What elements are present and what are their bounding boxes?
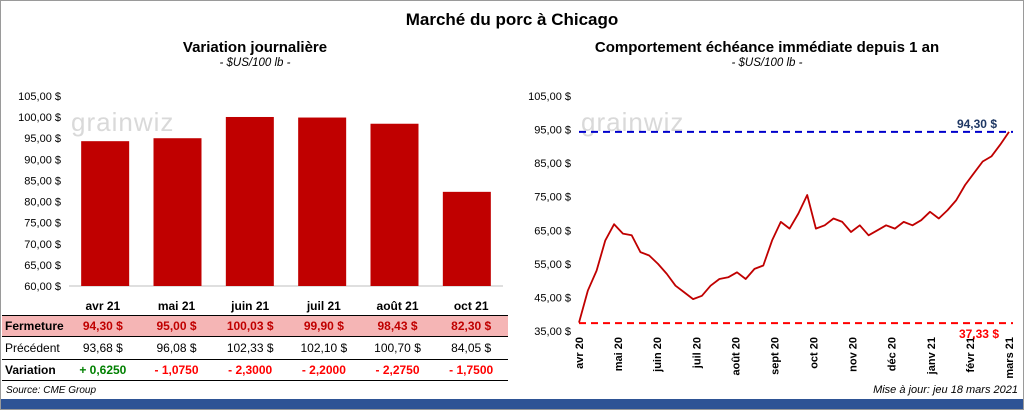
- x-tick-label: nov 20: [848, 337, 860, 372]
- bar-oct-21: [442, 191, 491, 286]
- footer-bar: [1, 399, 1023, 409]
- x-tick-label: sept 20: [769, 337, 781, 375]
- bar-mai-21: [153, 138, 202, 286]
- table-cell: avr 21: [85, 299, 121, 313]
- y-tick-label: 65,00 $: [534, 225, 571, 237]
- y-tick-label: 45,00 $: [534, 292, 571, 304]
- footer: Source: CME Group Mise à jour: jeu 18 ma…: [6, 384, 1018, 396]
- table-row-months: avr 21 mai 21 juin 21 juil 21 août 21 oct 21: [2, 297, 508, 315]
- y-tick-label: 75,00 $: [24, 218, 61, 230]
- table-cell: mai 21: [157, 299, 196, 313]
- line-chart-title: Comportement échéance immédiate depuis 1…: [594, 39, 940, 56]
- y-tick-label: 85,00 $: [24, 175, 61, 187]
- y-tick-label: 60,00 $: [24, 281, 61, 293]
- y-tick-label: 100,00 $: [18, 112, 61, 124]
- daily-variation-panel: Variation journalière - $US/100 lb - gra…: [1, 37, 509, 389]
- x-tick-label: févr 21: [965, 337, 977, 372]
- table-cell: 102,33 $: [226, 341, 274, 355]
- table-row-fermeture: Fermeture 94,30 $ 95,00 $ 100,03 $ 99,90 $ 98…: [2, 315, 508, 337]
- bar-août-21: [370, 123, 419, 286]
- x-tick-label: déc 20: [887, 337, 899, 371]
- low-ref-label: 37,33 $: [958, 327, 999, 341]
- y-tick-label: 95,00 $: [24, 133, 61, 145]
- row-label: Précédent: [5, 341, 60, 355]
- bar-chart: 105,00 $ 100,00 $ 95,00 $ 90,00 $ 85,00 $ 80,…: [18, 91, 503, 293]
- table-cell: - 2,3000: [228, 363, 273, 377]
- table-cell: 98,43 $: [377, 319, 418, 333]
- bar-juin-21: [225, 116, 274, 287]
- y-tick-label: 75,00 $: [534, 192, 571, 204]
- high-ref-label: 94,30 $: [956, 117, 997, 131]
- table-cell: 82,30 $: [451, 319, 492, 333]
- x-tick-label: août 20: [730, 337, 742, 376]
- x-tick-label: juin 20: [652, 337, 664, 373]
- table-cell: juil 21: [306, 299, 341, 313]
- price-line: [578, 131, 1010, 323]
- x-tick-label: mai 20: [613, 337, 625, 371]
- table-cell: juin 21: [231, 299, 270, 313]
- x-tick-label: mars 21: [1004, 337, 1016, 379]
- summary-table: avr 21 mai 21 juin 21 juil 21 août 21 oct 21 F…: [2, 297, 508, 381]
- source-note: Source: CME Group: [6, 385, 97, 396]
- table-cell: 100,03 $: [226, 319, 274, 333]
- table-cell: 93,68 $: [82, 341, 123, 355]
- table-cell: 100,70 $: [374, 341, 421, 355]
- line-chart-subtitle: - $US/100 lb -: [731, 57, 803, 69]
- table-cell: - 2,2000: [301, 363, 346, 377]
- updated-note: Mise à jour: jeu 18 mars 2021: [873, 384, 1018, 396]
- x-tick-label: janv 21: [926, 337, 938, 375]
- table-cell: - 1,0750: [154, 363, 199, 377]
- y-tick-label: 105,00 $: [18, 91, 61, 103]
- y-tick-label: 65,00 $: [24, 260, 61, 272]
- y-tick-label: 90,00 $: [24, 154, 61, 166]
- row-label: Variation: [5, 363, 56, 377]
- table-cell: 99,90 $: [303, 319, 344, 333]
- bar-chart-subtitle: - $US/100 lb -: [219, 57, 291, 69]
- x-tick-label: oct 20: [809, 337, 821, 369]
- y-tick-label: 55,00 $: [534, 259, 571, 271]
- table-cell: 96,08 $: [156, 341, 197, 355]
- table-cell: 95,00 $: [156, 319, 197, 333]
- page-title: Marché du porc à Chicago: [405, 10, 619, 29]
- y-tick-label: 85,00 $: [534, 158, 571, 170]
- x-tick-label: avr 20: [574, 337, 586, 369]
- table-cell: 84,05 $: [451, 341, 492, 355]
- y-tick-label: 80,00 $: [24, 197, 61, 209]
- row-label: Fermeture: [5, 319, 64, 333]
- one-year-trend-panel: Comportement échéance immédiate depuis 1…: [511, 37, 1023, 389]
- table-cell: oct 21: [453, 299, 489, 313]
- table-cell: - 2,2750: [375, 363, 420, 377]
- bar-chart-title: Variation journalière: [182, 39, 328, 56]
- bar-avr-21: [81, 141, 130, 286]
- table-cell: 102,10 $: [300, 341, 348, 355]
- bar-juil-21: [298, 117, 347, 287]
- y-tick-label: 95,00 $: [534, 125, 571, 137]
- y-tick-label: 35,00 $: [534, 326, 571, 338]
- table-row-variation: Variation + 0,6250 - 1,0750 - 2,3000 - 2,200…: [2, 359, 508, 381]
- table-cell: - 1,7500: [449, 363, 494, 377]
- table-cell: + 0,6250: [79, 363, 127, 377]
- line-chart: 105,00 $ 95,00 $ 85,00 $ 75,00 $ 65,00 $ 55,0…: [528, 91, 1016, 379]
- y-tick-label: 105,00 $: [528, 91, 571, 103]
- y-tick-label: 70,00 $: [24, 239, 61, 251]
- table-cell: août 21: [376, 299, 419, 313]
- table-row-precedent: Précédent 93,68 $ 96,08 $ 102,33 $ 102,10 $ 1…: [2, 337, 508, 359]
- table-cell: 94,30 $: [82, 319, 123, 333]
- x-tick-label: juil 20: [691, 337, 703, 369]
